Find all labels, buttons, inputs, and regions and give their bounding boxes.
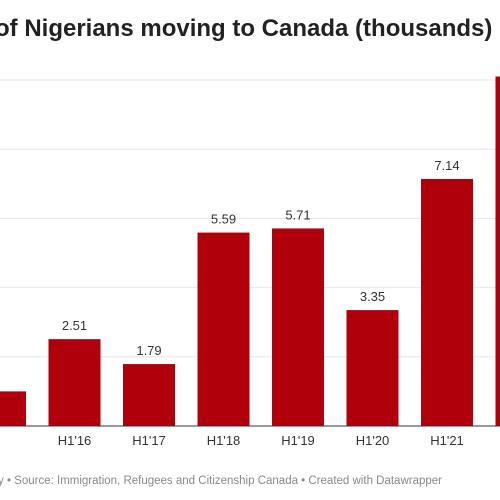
bar (48, 339, 101, 426)
value-labels: 2.511.795.595.713.357.1410.1 (62, 158, 460, 358)
bar (421, 178, 473, 426)
bar-value-label: 3.35 (360, 289, 385, 304)
gridlines (0, 79, 500, 358)
bar-value-label: 5.71 (285, 207, 310, 222)
bar-series (0, 76, 500, 426)
x-tick-label: H1'21 (430, 433, 464, 448)
bar-value-label: 5.59 (211, 212, 236, 227)
chart-title: of Nigerians moving to Canada (thousands… (0, 15, 492, 42)
bar (495, 76, 500, 426)
x-tick-label: H1'19 (281, 433, 315, 448)
x-tick-label: H1'17 (132, 433, 166, 448)
bar (197, 232, 250, 426)
x-tick-label: H1'16 (58, 433, 92, 448)
bar-value-label: 7.14 (434, 158, 459, 173)
bar (123, 364, 175, 426)
bar (272, 228, 324, 426)
x-tick-label: H1'20 (356, 433, 390, 448)
bar-value-label: 1.79 (136, 343, 161, 358)
x-tick-label: H1'18 (207, 433, 241, 448)
bar-value-label: 2.51 (62, 318, 87, 333)
bar (0, 391, 26, 426)
bar (346, 310, 399, 426)
source-footer: y • Source: Immigration, Refugees and Ci… (0, 475, 442, 487)
